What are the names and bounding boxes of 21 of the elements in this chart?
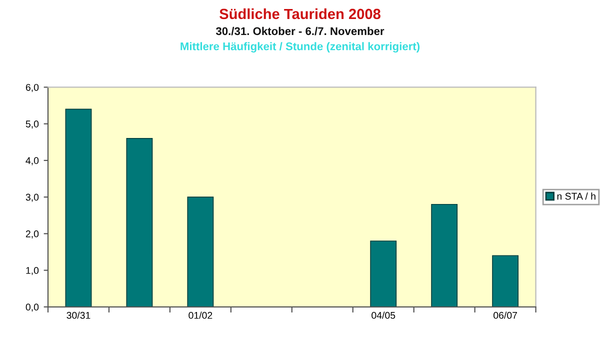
bar: [187, 196, 214, 307]
x-tick-label: 06/07: [494, 312, 517, 319]
bar: [492, 255, 519, 307]
bar: [65, 108, 92, 307]
bar: [370, 240, 397, 307]
bar: [431, 204, 458, 307]
legend-label: n STA / h: [557, 192, 596, 200]
y-tick-label: 5,0: [26, 120, 39, 129]
chart-title: Südliche Tauriden 2008: [220, 8, 380, 20]
chart-subtitle: 30./31. Oktober - 6./7. November: [216, 26, 384, 36]
y-tick-label: 2,0: [26, 230, 39, 238]
x-tick-label: 04/05: [372, 312, 396, 319]
x-tick-label: 30/31: [66, 312, 90, 319]
y-tick-label: 0,0: [26, 304, 39, 312]
bar: [126, 138, 153, 307]
y-tick-label: 4,0: [26, 157, 39, 166]
y-tick-label: 6,0: [26, 84, 39, 92]
y-tick-label: 1,0: [26, 267, 39, 276]
y-tick-label: 3,0: [26, 194, 39, 202]
text: Mittlere Häufigkeit / Stunde (zenital korrigiert): [180, 42, 420, 53]
x-tick-label: 01/02: [188, 312, 212, 319]
